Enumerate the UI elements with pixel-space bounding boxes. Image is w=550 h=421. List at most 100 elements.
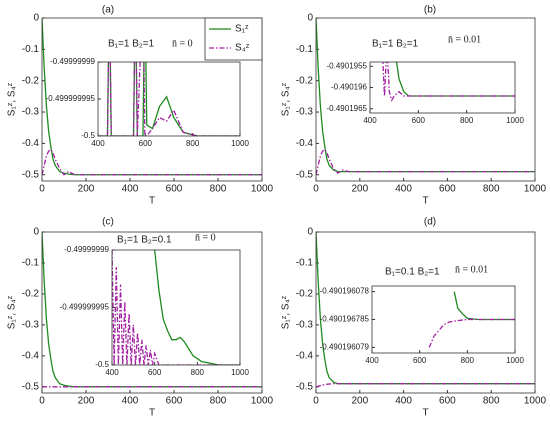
x-tick-label: 200 [78, 184, 95, 195]
y-tick-label: -0.2 [22, 75, 40, 86]
x-tick-label: 800 [186, 139, 200, 148]
y-tick-label: -0.4901955 [327, 61, 368, 70]
y-tick-label: -0.1 [22, 44, 40, 55]
y-tick-label: 0 [33, 13, 39, 24]
y-tick-label: -0.49999999 [50, 57, 95, 66]
x-tick-label: 0 [39, 184, 45, 195]
chart-title: (c) [102, 217, 114, 228]
series-line [98, 62, 240, 136]
x-tick-label: 1000 [251, 184, 274, 195]
annotation: n̄ = 0 [195, 232, 216, 243]
x-tick-label: 600 [439, 396, 456, 407]
x-tick-label: 200 [78, 396, 95, 407]
x-tick-label: 600 [139, 139, 153, 148]
y-tick-label: 0 [33, 227, 39, 238]
y-tick-label: -0.4 [22, 138, 40, 149]
chart-title: (a) [102, 5, 114, 16]
y-tick-label: -0.499999995 [46, 94, 96, 103]
y-tick-label: -0.5 [95, 360, 109, 369]
y-axis-label: S₁ᶻ, S₄ᶻ [281, 295, 292, 329]
x-tick-label: 1000 [524, 184, 547, 195]
y-tick-label: -0.5 [22, 381, 40, 392]
y-axis-label: S₁ᶻ, S₄ᶻ [281, 82, 292, 116]
x-tick-label: 800 [483, 396, 500, 407]
x-tick-label: 800 [460, 116, 474, 125]
x-tick-label: 400 [363, 116, 377, 125]
inset: 400 600 800 1000 -0.49999999 -0.499999995 -0.5 [60, 245, 250, 377]
series-line [316, 148, 535, 175]
plot-area [370, 62, 515, 113]
x-tick-label: 600 [166, 396, 183, 407]
y-tick-label: -0.5 [22, 169, 40, 180]
axes-box [111, 249, 241, 366]
x-tick-label: 1000 [506, 116, 524, 125]
x-tick-label: 800 [210, 396, 227, 407]
x-tick-label: 800 [461, 356, 475, 365]
y-tick-label: -0.490196079 [320, 343, 370, 352]
axes-box [41, 17, 263, 182]
y-tick-label: -0.1 [296, 258, 314, 269]
series-line [154, 250, 240, 365]
y-tick-label: -0.4901965 [327, 104, 368, 113]
y-tick-label: -0.49999999 [64, 245, 109, 254]
x-tick-label: 0 [39, 396, 45, 407]
series-line [42, 148, 262, 176]
y-axis-label: S₁ᶻ, S₄ᶻ [7, 82, 18, 116]
annotation: B₁=1 B₂=0.1 [117, 235, 172, 246]
x-tick-label: 600 [166, 184, 183, 195]
inset: 400 600 800 1000 -0.490196078 -0.490196785 -0.… [320, 285, 524, 365]
y-tick-label: -0.490196785 [320, 315, 370, 324]
y-axis-label: S₁ᶻ, S₄ᶻ [7, 295, 18, 329]
plot-area [98, 62, 240, 136]
axes-box [97, 61, 241, 137]
x-tick-label: 800 [483, 184, 500, 195]
axes-box [371, 285, 516, 354]
y-tick-label: -0.4 [22, 350, 40, 361]
axes-box [41, 231, 263, 394]
y-tick-label: 0 [307, 227, 313, 238]
inset: 400 600 800 1000 -0.49999999 -0.499999995 -0.5 [46, 57, 250, 148]
legend-label: S₁ᶻ [235, 24, 249, 35]
y-tick-label: -0.2 [296, 289, 314, 300]
annotation: n̄ = 0.01 [455, 264, 488, 275]
x-tick-label: 1000 [524, 396, 547, 407]
x-axis-label: T [422, 196, 428, 207]
axes-box [369, 61, 516, 114]
y-tick-label: -0.3 [296, 320, 314, 331]
annotation: B₁=1 B₂=1 [372, 39, 419, 50]
plot-area [112, 250, 240, 365]
x-tick-label: 0 [313, 184, 319, 195]
x-tick-label: 400 [365, 356, 379, 365]
x-tick-label: 600 [148, 368, 162, 377]
y-tick-label: -0.3 [22, 107, 40, 118]
x-tick-label: 200 [351, 396, 368, 407]
y-tick-label: -0.1 [22, 258, 40, 269]
x-tick-label: 1000 [251, 396, 274, 407]
x-axis-label: T [422, 408, 428, 419]
legend-label: S₄ᶻ [235, 43, 250, 54]
y-tick-label: 0 [307, 13, 313, 24]
annotation: B₁=0.1 B₂=1 [385, 267, 440, 278]
inset: 400 600 800 1000 -0.4901955 -0.490196 -0.49019… [327, 61, 525, 125]
x-tick-label: 800 [191, 368, 205, 377]
series-line [382, 62, 515, 102]
y-tick-label: -0.4 [296, 350, 314, 361]
y-tick-label: -0.5 [296, 381, 314, 392]
x-axis-label: T [149, 196, 155, 207]
y-tick-label: -0.490196 [331, 83, 368, 92]
x-tick-label: 400 [91, 139, 105, 148]
y-tick-label: -0.5 [81, 131, 95, 140]
x-tick-label: 400 [105, 368, 119, 377]
annotation: B₁=1 B₂=1 [108, 39, 155, 50]
x-tick-label: 400 [395, 396, 412, 407]
series-line [316, 383, 535, 388]
x-tick-label: 200 [351, 184, 368, 195]
x-tick-label: 1000 [231, 139, 249, 148]
y-tick-label: -0.3 [296, 107, 314, 118]
y-tick-label: -0.490196078 [320, 287, 370, 296]
series-line [42, 18, 262, 176]
x-tick-label: 600 [412, 116, 426, 125]
y-tick-label: -0.2 [22, 289, 40, 300]
x-tick-label: 400 [395, 184, 412, 195]
